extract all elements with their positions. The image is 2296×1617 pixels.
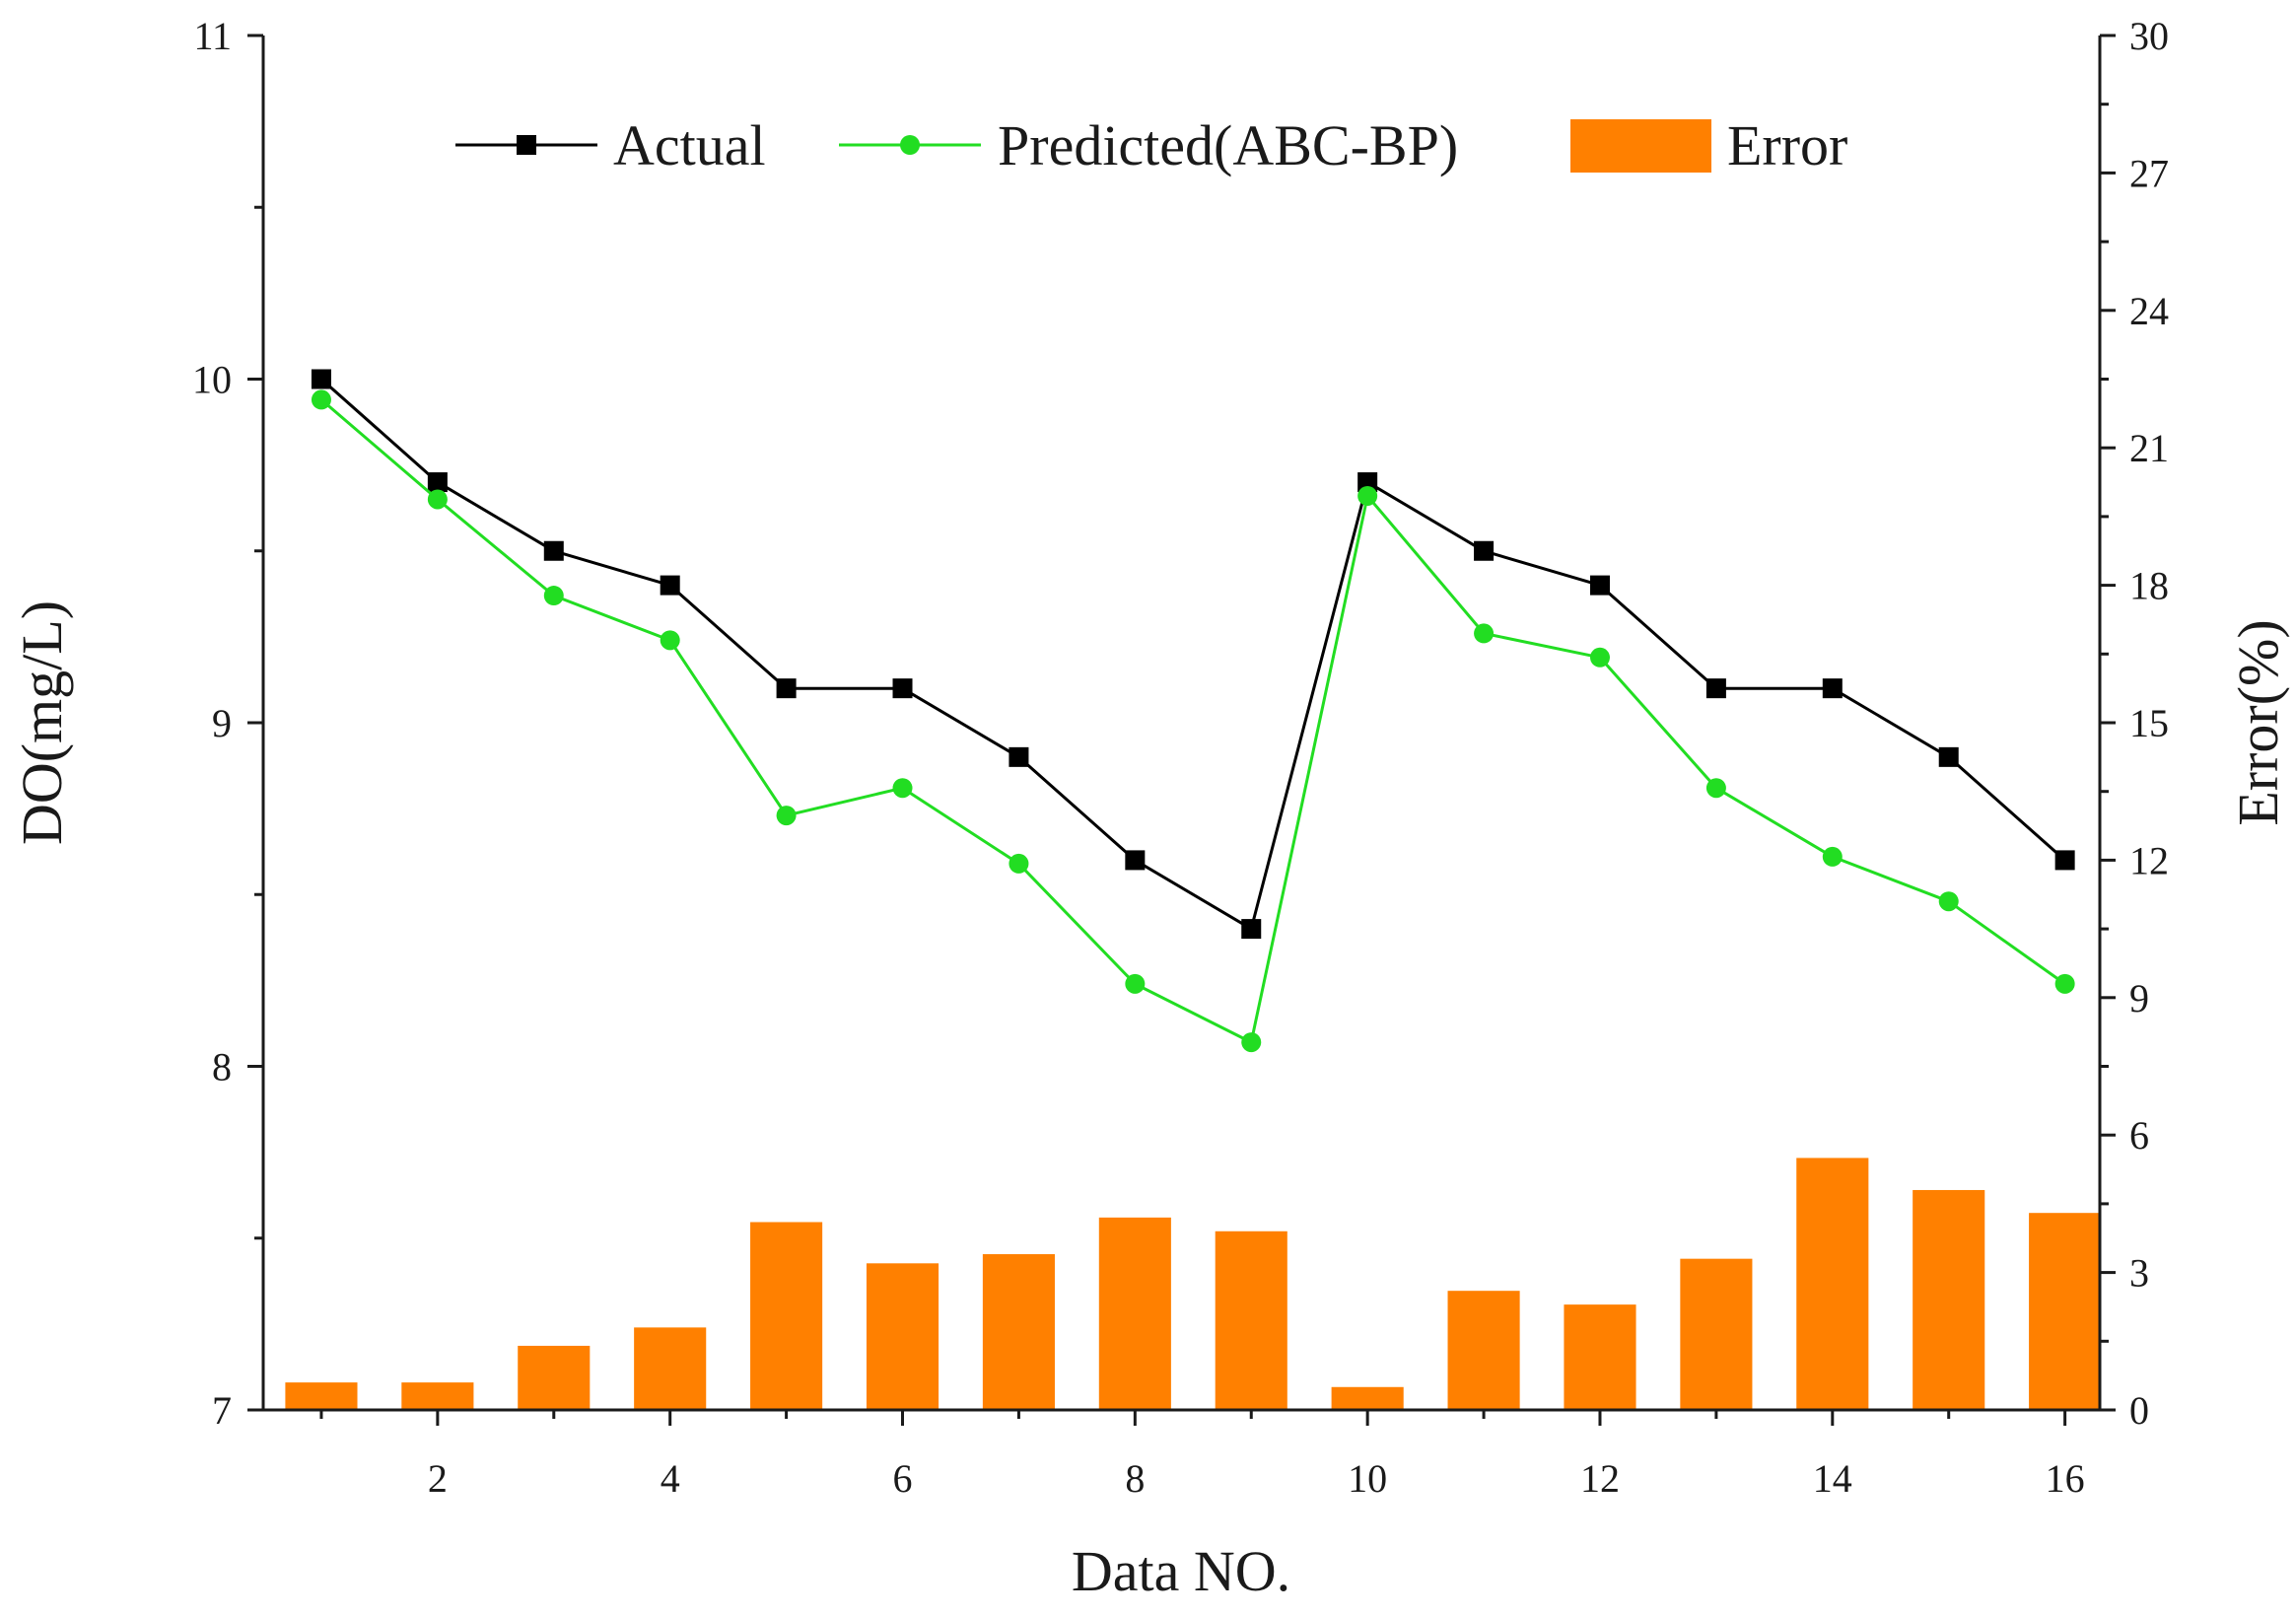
x-tick-label: 12 bbox=[1580, 1456, 1620, 1501]
predicted-point bbox=[2054, 973, 2075, 994]
error-bar bbox=[401, 1382, 474, 1410]
y-axis-left-title: DO(mg/L) bbox=[10, 600, 74, 845]
error-bar bbox=[2029, 1213, 2102, 1410]
predicted-point bbox=[1009, 853, 1029, 874]
error-bar bbox=[285, 1382, 358, 1410]
predicted-line bbox=[320, 398, 2066, 1044]
y-right-tick-label: 21 bbox=[2129, 426, 2169, 470]
y-left-tick-label: 8 bbox=[212, 1045, 232, 1090]
error-bar bbox=[1098, 1217, 1171, 1410]
x-tick-label: 14 bbox=[1813, 1456, 1852, 1501]
predicted-point bbox=[1357, 485, 1378, 506]
predicted-point bbox=[776, 806, 797, 826]
y-right-tick-label: 24 bbox=[2129, 289, 2169, 333]
predicted-point bbox=[1125, 973, 1146, 994]
y-right-tick-label: 9 bbox=[2129, 976, 2149, 1020]
error-bars bbox=[285, 1158, 2102, 1410]
actual-point bbox=[660, 575, 680, 596]
y-right-tick-label: 3 bbox=[2129, 1251, 2149, 1296]
line-series bbox=[311, 369, 2075, 1053]
error-bar bbox=[634, 1327, 707, 1410]
legend-predicted-marker bbox=[900, 135, 920, 155]
predicted-point bbox=[892, 778, 913, 799]
x-tick-label: 6 bbox=[893, 1456, 913, 1501]
x-tick-label: 2 bbox=[428, 1456, 448, 1501]
error-bar bbox=[1680, 1258, 1753, 1410]
error-bar bbox=[1331, 1386, 1404, 1410]
predicted-point bbox=[1589, 647, 1610, 668]
error-bar bbox=[982, 1254, 1055, 1410]
predicted-point bbox=[1474, 623, 1495, 644]
predicted-point bbox=[1938, 891, 1959, 912]
x-tick-label: 16 bbox=[2046, 1456, 2085, 1501]
legend-actual-marker bbox=[517, 135, 536, 155]
y-right-tick-label: 12 bbox=[2129, 838, 2169, 882]
actual-point bbox=[1357, 472, 1378, 493]
predicted-point bbox=[1241, 1032, 1262, 1053]
x-tick-label: 10 bbox=[1348, 1456, 1387, 1501]
actual-point bbox=[543, 540, 564, 561]
legend: Actual Predicted(ABC-BP) Error bbox=[455, 113, 1847, 177]
actual-point bbox=[427, 472, 448, 493]
y-left-tick-label: 11 bbox=[193, 14, 232, 58]
error-bar bbox=[1564, 1304, 1636, 1410]
y-axis-right-title: Error(%) bbox=[2226, 619, 2290, 825]
y-right-tick-label: 27 bbox=[2129, 151, 2169, 195]
predicted-point bbox=[427, 489, 448, 510]
actual-line bbox=[320, 378, 2066, 931]
actual-point bbox=[1241, 919, 1262, 940]
predicted-point bbox=[543, 586, 564, 606]
y-right-tick-label: 0 bbox=[2129, 1388, 2149, 1433]
y-right-tick-label: 30 bbox=[2129, 14, 2169, 58]
y-right-tick-label: 6 bbox=[2129, 1113, 2149, 1158]
error-bar bbox=[1796, 1158, 1869, 1410]
y-right-tick-label: 18 bbox=[2129, 564, 2169, 608]
actual-point bbox=[1705, 678, 1726, 699]
error-bar bbox=[1447, 1291, 1520, 1410]
error-bar bbox=[1215, 1230, 1287, 1410]
y-left-tick-label: 10 bbox=[192, 358, 232, 402]
x-axis-title: Data NO. bbox=[1072, 1539, 1290, 1603]
actual-point bbox=[1822, 678, 1843, 699]
actual-point bbox=[1589, 575, 1610, 596]
error-bar bbox=[518, 1345, 591, 1410]
actual-point bbox=[1938, 746, 1959, 767]
actual-point bbox=[1125, 850, 1146, 871]
legend-error-swatch bbox=[1570, 119, 1711, 173]
x-tick-label: 4 bbox=[661, 1456, 680, 1501]
predicted-point bbox=[1705, 778, 1726, 799]
predicted-point bbox=[311, 389, 331, 410]
y-left-tick-label: 9 bbox=[212, 701, 232, 745]
y-left-tick-label: 7 bbox=[212, 1388, 232, 1433]
error-bar bbox=[866, 1263, 939, 1410]
x-tick-label: 8 bbox=[1125, 1456, 1145, 1501]
error-bar bbox=[750, 1222, 823, 1410]
actual-point bbox=[776, 678, 797, 699]
actual-point bbox=[311, 369, 331, 389]
legend-actual-label: Actual bbox=[613, 113, 766, 177]
actual-point bbox=[2054, 850, 2075, 871]
actual-point bbox=[1009, 746, 1029, 767]
predicted-point bbox=[1822, 846, 1843, 867]
y-right-tick-label: 15 bbox=[2129, 701, 2169, 745]
legend-error-label: Error bbox=[1727, 113, 1847, 177]
legend-predicted-label: Predicted(ABC-BP) bbox=[998, 113, 1458, 177]
actual-point bbox=[892, 678, 913, 699]
actual-point bbox=[1474, 540, 1495, 561]
error-bar bbox=[1913, 1189, 1985, 1410]
predicted-point bbox=[660, 630, 680, 651]
